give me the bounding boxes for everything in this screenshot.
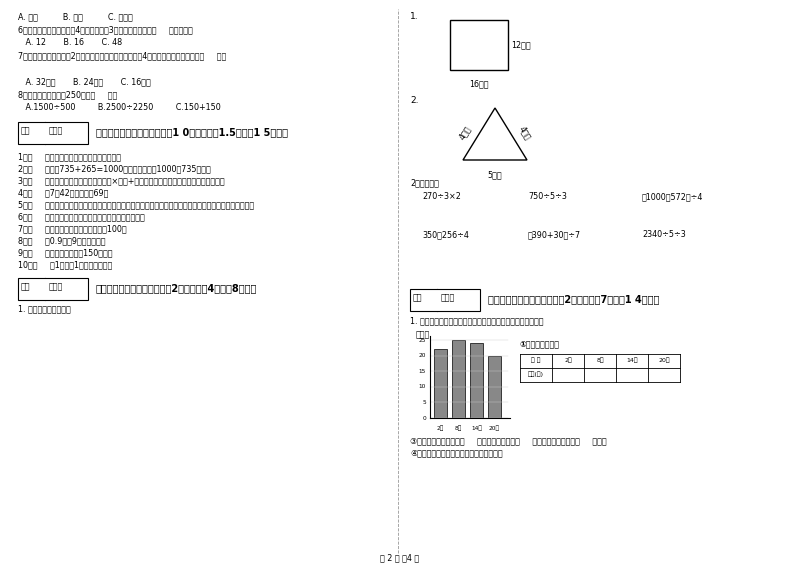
Text: 10．（     ）1吨铁与1吨棉花一样重。: 10．（ ）1吨铁与1吨棉花一样重。	[18, 260, 112, 269]
Text: 750÷5÷3: 750÷5÷3	[528, 192, 567, 201]
Bar	[18, 278, 88, 300]
Bar	[450, 20, 508, 70]
Text: 时 间: 时 间	[531, 357, 541, 363]
Text: 7．一个正方形的边长是2厘米，现在将边长扩大到原来的4倍，现在正方形的周长是（     ）。: 7．一个正方形的边长是2厘米，现在将边长扩大到原来的4倍，现在正方形的周长是（ …	[18, 51, 226, 60]
Text: A. 一定          B. 可能          C. 不可能: A. 一定 B. 可能 C. 不可能	[18, 12, 133, 21]
Text: ①根据统计图填表: ①根据统计图填表	[520, 340, 560, 349]
Text: 10: 10	[418, 384, 426, 389]
Text: 15: 15	[418, 369, 426, 373]
Text: A. 32厘米       B. 24厘米       C. 16厘米: A. 32厘米 B. 24厘米 C. 16厘米	[18, 77, 150, 86]
Text: 20时: 20时	[658, 357, 670, 363]
Text: 20: 20	[418, 353, 426, 358]
Text: 16厘米: 16厘米	[470, 79, 489, 88]
Text: 得分: 得分	[21, 126, 30, 135]
Text: 得分: 得分	[21, 282, 30, 291]
Text: 2340÷5÷3: 2340÷5÷3	[642, 230, 686, 239]
Text: 8．（     ）0.9里有9个十分之一。: 8．（ ）0.9里有9个十分之一。	[18, 236, 106, 245]
Text: 270÷3×2: 270÷3×2	[422, 192, 461, 201]
Text: （度）: （度）	[416, 330, 430, 339]
Text: 2．（     ）根据735+265=1000，可以直接写出1000－735的差。: 2．（ ）根据735+265=1000，可以直接写出1000－735的差。	[18, 164, 210, 173]
Text: 8．下面的结果刚好是250的是（     ）。: 8．下面的结果刚好是250的是（ ）。	[18, 90, 118, 99]
Text: 评卷人: 评卷人	[49, 282, 63, 291]
Text: 评卷人: 评卷人	[441, 293, 455, 302]
Text: （1000－572）÷4: （1000－572）÷4	[642, 192, 703, 201]
Text: 三、仔细推敬，正确判断（共1 0小题，每题1.5分，共1 5分）。: 三、仔细推敬，正确判断（共1 0小题，每题1.5分，共1 5分）。	[96, 127, 288, 137]
Text: ④实际算一算，这天的平均气温是多少度？: ④实际算一算，这天的平均气温是多少度？	[410, 448, 502, 457]
Bar	[470, 343, 483, 418]
Text: ③这一天的最高气温是（     ）度，最低气温是（     ）度，平均气温大约（     ）度。: ③这一天的最高气温是（ ）度，最低气温是（ ）度，平均气温大约（ ）度。	[410, 436, 606, 445]
Text: A. 12       B. 16       C. 48: A. 12 B. 16 C. 48	[18, 38, 122, 47]
Text: 得分: 得分	[413, 293, 422, 302]
Text: 1. 求下面图形的周长。: 1. 求下面图形的周长。	[18, 304, 70, 313]
Bar	[410, 289, 480, 311]
Text: 8时: 8时	[596, 357, 604, 363]
Text: 6．一个长方形花坦的宽是4米，长是宽的3倍，花坦的面积是（     ）平方米。: 6．一个长方形花坦的宽是4米，长是宽的3倍，花坦的面积是（ ）平方米。	[18, 25, 193, 34]
Bar	[452, 340, 465, 418]
Text: 14时: 14时	[471, 425, 482, 431]
Text: A.1500÷500         B.2500÷2250         C.150+150: A.1500÷500 B.2500÷2250 C.150+150	[18, 103, 221, 112]
Text: 0: 0	[422, 415, 426, 420]
Text: 5分米: 5分米	[488, 170, 502, 179]
Text: 5．（     ）用同一条铁丝先围成一个最大的正方形，再围成一个最大的长方形，长方形和正方形的周长相等。: 5．（ ）用同一条铁丝先围成一个最大的正方形，再围成一个最大的长方形，长方形和正…	[18, 200, 254, 209]
Text: 2、竖式计算: 2、竖式计算	[410, 178, 439, 187]
Text: 9．（     ）一本故事书约重150千克。: 9．（ ）一本故事书约重150千克。	[18, 248, 113, 257]
Text: 7．（     ）两个面积单位之间的进率是100。: 7．（ ）两个面积单位之间的进率是100。	[18, 224, 126, 233]
Text: 1. 下面是气温自测仪上记录的某天四个不同时间的气温情况。: 1. 下面是气温自测仪上记录的某天四个不同时间的气温情况。	[410, 316, 543, 325]
Text: 四、看清题目，细心计算（共2小题，每题4分，共8分）。: 四、看清题目，细心计算（共2小题，每题4分，共8分）。	[96, 283, 258, 293]
Text: 气温(度): 气温(度)	[528, 371, 544, 377]
Text: 1．（     ）小明面对着东方时，背对着西方。: 1．（ ）小明面对着东方时，背对着西方。	[18, 152, 121, 161]
Bar	[488, 355, 501, 418]
Text: 4分米: 4分米	[518, 124, 533, 142]
Text: 12厘米: 12厘米	[511, 41, 530, 50]
Polygon shape	[463, 108, 527, 160]
Text: 评卷人: 评卷人	[49, 126, 63, 135]
Text: 350－256÷4: 350－256÷4	[422, 230, 469, 239]
Text: 3．（     ）有余数除法的验算方法是「商×除数+余数」，看得到的结果是否与被除数相等。: 3．（ ）有余数除法的验算方法是「商×除数+余数」，看得到的结果是否与被除数相等…	[18, 176, 225, 185]
Text: 1.: 1.	[410, 12, 418, 21]
Text: 14时: 14时	[626, 357, 638, 363]
Text: 4．（     ）7个42相加的和是69。: 4．（ ）7个42相加的和是69。	[18, 188, 108, 197]
Text: 6．（     ）所有的大月都是单月，所有的小月都是双月。: 6．（ ）所有的大月都是单月，所有的小月都是双月。	[18, 212, 145, 221]
Text: 2时: 2时	[564, 357, 572, 363]
Text: 25: 25	[418, 337, 426, 342]
Text: 8时: 8时	[455, 425, 462, 431]
Bar	[434, 349, 447, 418]
Text: 2.: 2.	[410, 96, 418, 105]
Text: 五、认真思考，综合能力（共2小题，每题7分，共1 4分）。: 五、认真思考，综合能力（共2小题，每题7分，共1 4分）。	[488, 294, 659, 304]
Text: 20时: 20时	[489, 425, 500, 431]
Text: 4分米: 4分米	[458, 124, 473, 142]
Text: （390+30）÷7: （390+30）÷7	[528, 230, 581, 239]
Text: 第 2 页 兲4 页: 第 2 页 兲4 页	[381, 553, 419, 562]
Text: 5: 5	[422, 400, 426, 405]
Bar	[18, 122, 88, 144]
Text: 2时: 2时	[437, 425, 444, 431]
